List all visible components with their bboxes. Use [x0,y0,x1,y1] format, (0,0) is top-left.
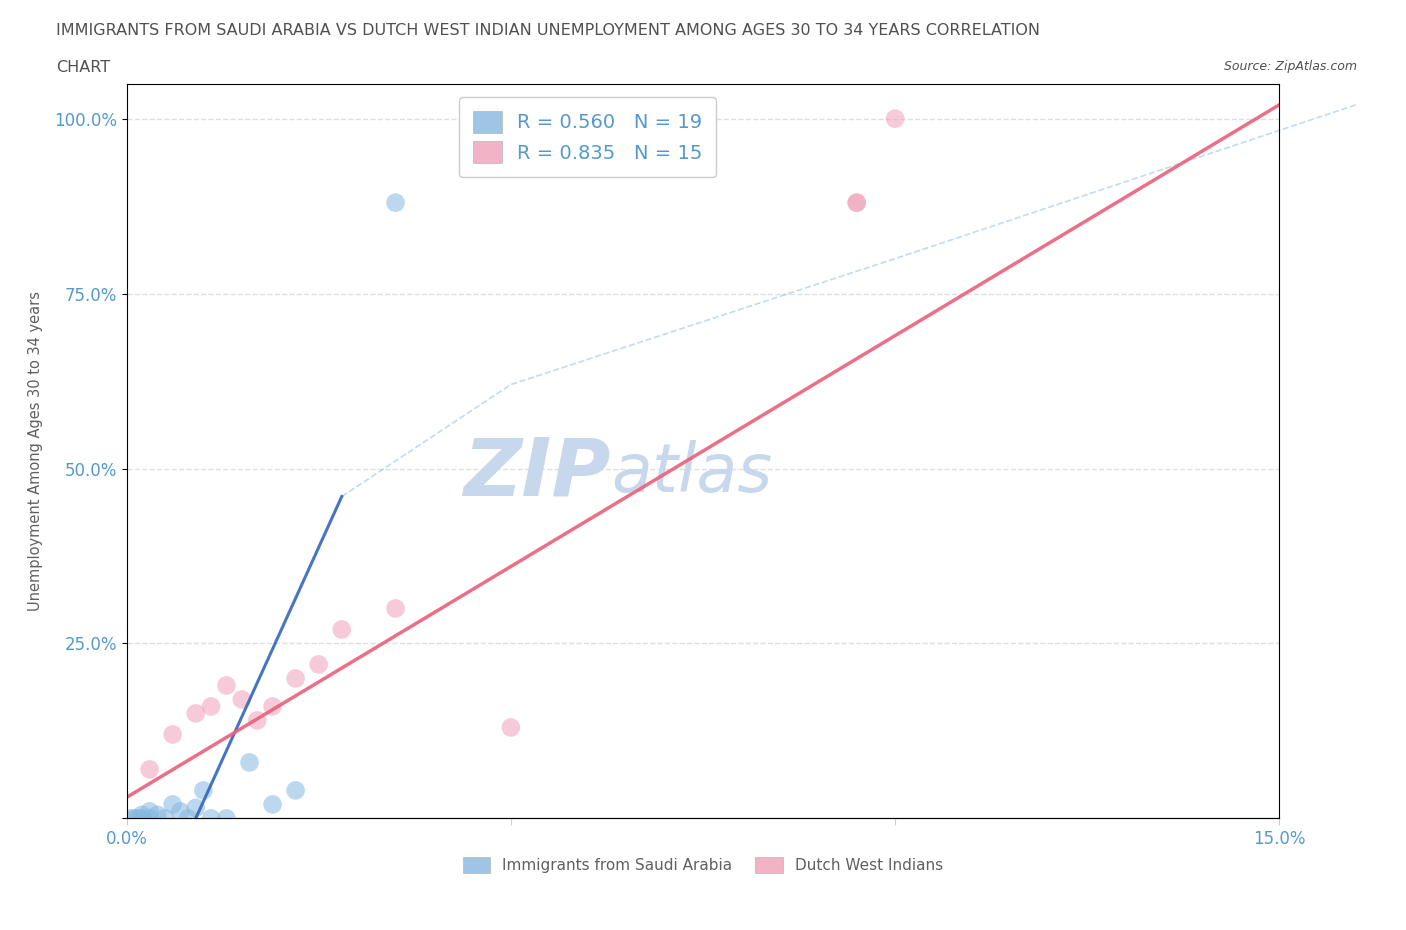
Legend: Immigrants from Saudi Arabia, Dutch West Indians: Immigrants from Saudi Arabia, Dutch West… [456,849,950,881]
Point [308,657,330,671]
Text: Source: ZipAtlas.com: Source: ZipAtlas.com [1223,60,1357,73]
Point [884,112,907,126]
Point [262,797,284,812]
Point [499,720,522,735]
Point [215,678,238,693]
Point [384,195,406,210]
Point [200,811,222,826]
Point [184,801,207,816]
Text: IMMIGRANTS FROM SAUDI ARABIA VS DUTCH WEST INDIAN UNEMPLOYMENT AMONG AGES 30 TO : IMMIGRANTS FROM SAUDI ARABIA VS DUTCH WE… [56,23,1040,38]
Point [169,804,191,818]
Text: ZIP: ZIP [464,434,610,512]
Point [193,783,215,798]
Point [330,622,353,637]
Y-axis label: Unemployment Among Ages 30 to 34 years: Unemployment Among Ages 30 to 34 years [28,291,42,611]
Point [284,783,307,798]
Point [138,762,160,777]
Point [384,601,406,616]
Point [845,195,868,210]
Point [153,811,176,826]
Point [215,811,238,826]
Point [177,811,200,826]
Point [127,811,149,826]
Text: CHART: CHART [56,60,110,75]
Point [120,811,142,826]
Point [131,807,153,822]
Point [845,195,868,210]
Point [184,706,207,721]
Point [238,755,260,770]
Point [200,699,222,714]
Point [231,692,253,707]
Point [131,811,153,826]
Point [138,804,160,818]
Point [262,699,284,714]
Point [162,727,184,742]
Point [162,797,184,812]
Text: atlas: atlas [610,440,772,506]
Point [138,811,160,826]
Point [284,671,307,686]
Point [246,713,269,728]
Point [146,807,169,822]
Point [122,811,145,826]
